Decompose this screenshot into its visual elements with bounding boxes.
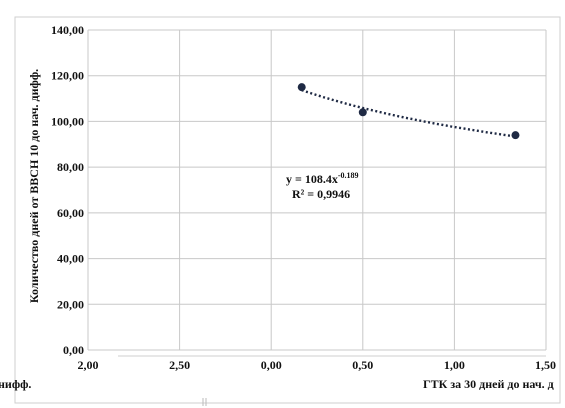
- trendline-curve: [301, 88, 516, 138]
- x-axis-title: ГТК за 30 дней до нач. д: [423, 377, 554, 391]
- x-axis-title-left-fragment: нифф.: [0, 377, 31, 391]
- trendline-equation-exponent: -0.189: [338, 171, 359, 180]
- y-tick-label: 40,00: [57, 252, 84, 266]
- y-tick-label: 60,00: [57, 206, 84, 220]
- svg-text:y = 108.4x-0.189: y = 108.4x-0.189: [286, 171, 359, 186]
- y-tick-label: 0,00: [63, 343, 84, 357]
- trendline: [301, 88, 516, 138]
- y-tick-label: 100,00: [51, 114, 84, 128]
- x-tick-label: 0,00: [261, 358, 282, 372]
- data-point: [358, 108, 367, 117]
- x-axis-ticks: 2,00 2,50 0,00 0,50 1,00 1,50: [78, 358, 557, 372]
- trendline-equation-text: y = 108.4x: [286, 172, 338, 186]
- x-tick-label: 2,50: [169, 358, 190, 372]
- data-point: [297, 83, 306, 92]
- trendline-r2: R² = 0,9946: [292, 187, 350, 201]
- trendline-equation: y = 108.4x-0.189 R² = 0,9946: [286, 171, 359, 201]
- y-tick-label: 20,00: [57, 297, 84, 311]
- y-tick-label: 140,00: [51, 23, 84, 37]
- x-tick-label: 0,50: [352, 358, 373, 372]
- chart-outer-border: [14, 16, 561, 404]
- gridlines: [87, 29, 547, 351]
- x-tick-label: 2,00: [78, 358, 99, 372]
- x-tick-label: 1,50: [535, 358, 556, 372]
- data-points: [297, 83, 520, 140]
- x-tick-label: 1,00: [444, 358, 465, 372]
- y-axis-title: Количество дней от ВВСН 10 до нач. дифф.: [27, 69, 41, 303]
- data-point: [511, 131, 520, 140]
- y-tick-label: 120,00: [51, 69, 84, 83]
- y-axis-ticks: 0,00 20,00 40,00 60,00 80,00 100,00 120,00 140,…: [51, 23, 84, 357]
- y-tick-label: 80,00: [57, 160, 84, 174]
